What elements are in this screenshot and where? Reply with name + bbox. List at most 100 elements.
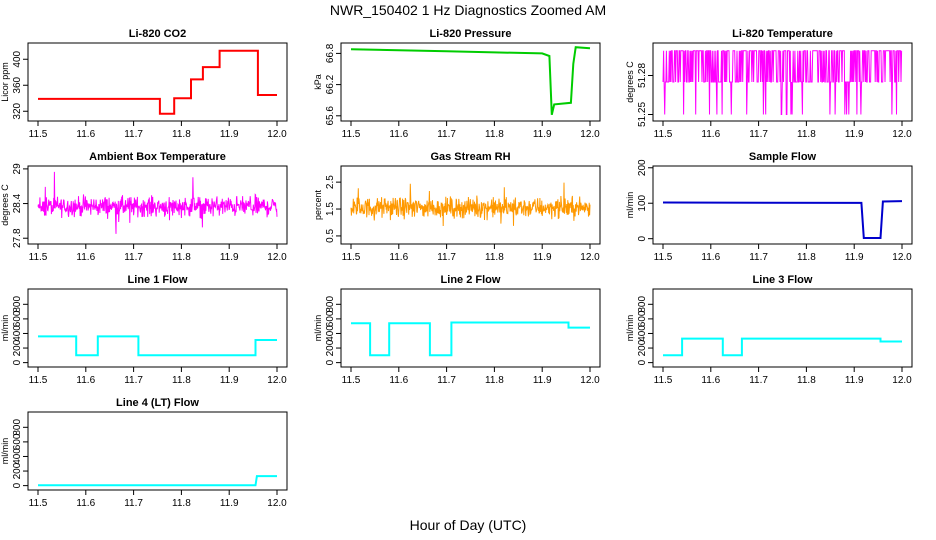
y-tick-label: 2.5: [325, 175, 336, 189]
y-tick-label: 400: [12, 325, 23, 342]
x-tick-label: 12.0: [580, 252, 600, 263]
x-tick-label: 11.7: [437, 129, 456, 140]
plot-frame: [652, 165, 913, 245]
x-tick-label: 11.8: [172, 129, 191, 140]
y-tick-label: 0: [325, 359, 336, 365]
x-tick-label: 11.5: [29, 252, 48, 263]
y-axis-label: ml/min: [625, 192, 635, 219]
x-tick-label: 11.6: [389, 252, 408, 263]
x-tick-label: 11.9: [845, 129, 864, 140]
x-tick-label: 11.5: [29, 498, 48, 509]
plot-frame: [27, 165, 288, 245]
y-tick-label: 0: [12, 359, 23, 365]
y-axis-label: ml/min: [0, 315, 10, 342]
series-line: [662, 200, 903, 239]
x-tick-label: 11.7: [437, 375, 456, 386]
panel-title: Sample Flow: [749, 151, 817, 163]
series-line: [350, 182, 591, 227]
series-line: [38, 49, 277, 115]
x-tick-label: 11.8: [172, 498, 191, 509]
plot-frame: [652, 288, 913, 368]
x-tick-label: 11.7: [749, 375, 768, 386]
y-axis-label: kPa: [313, 74, 323, 90]
panel-7: Line 1 Flow 11.5 11.6 11.7 11.8 11.9 12.0 0 2004…: [0, 274, 288, 386]
x-tick-label: 11.9: [533, 375, 552, 386]
panel-title: Li-820 Pressure: [430, 28, 512, 40]
y-tick-label: 200: [12, 462, 23, 479]
x-tick-label: 12.0: [892, 375, 912, 386]
plot-frame: [340, 42, 601, 122]
y-axis-label: ml/min: [313, 315, 323, 342]
plot-frame: [340, 288, 601, 368]
x-tick-label: 12.0: [267, 129, 287, 140]
y-tick-label: 200: [637, 339, 648, 356]
series-line: [38, 475, 277, 487]
x-tick-label: 11.7: [124, 129, 143, 140]
y-axis-label: degrees C: [0, 184, 10, 226]
plot-frame: [27, 288, 288, 368]
x-tick-label: 11.9: [220, 129, 239, 140]
x-tick-label: 11.7: [749, 129, 768, 140]
y-axis-label: Licor ppm: [0, 62, 10, 102]
y-tick-label: 600: [325, 310, 336, 327]
x-tick-label: 11.9: [220, 498, 239, 509]
panel-title: Gas Stream RH: [430, 151, 510, 163]
y-axis-label: percent: [313, 189, 323, 220]
panel-1: Li-820 CO2 11.5 11.6 11.7 11.8 11.9 12.0 320 360…: [0, 28, 288, 140]
x-tick-label: 11.6: [389, 129, 408, 140]
series-line: [38, 335, 277, 357]
x-tick-label: 11.8: [797, 252, 816, 263]
series-line: [37, 171, 278, 234]
panel-2: Li-820 Pressure 11.5 11.6 11.7 11.8 11.9 12.0 6…: [313, 28, 601, 140]
x-tick-label: 11.8: [797, 129, 816, 140]
series-line: [351, 321, 590, 357]
y-axis-label: degrees C: [625, 61, 635, 103]
x-tick-label: 11.6: [389, 375, 408, 386]
y-tick-label: 600: [12, 310, 23, 327]
x-tick-label: 11.5: [654, 375, 673, 386]
x-tick-label: 11.9: [533, 252, 552, 263]
series-line: [663, 337, 902, 357]
x-tick-label: 11.8: [485, 252, 504, 263]
panel-10: Line 4 (LT) Flow 11.5 11.6 11.7 11.8 11.9 12.0…: [0, 397, 288, 509]
y-tick-label: 51.25: [637, 102, 648, 127]
panel-title: Line 3 Flow: [753, 274, 813, 286]
x-tick-label: 12.0: [267, 375, 287, 386]
x-axis-label: Hour of Day (UTC): [409, 517, 527, 533]
x-tick-label: 11.5: [654, 252, 673, 263]
x-tick-label: 11.5: [342, 129, 361, 140]
y-tick-label: 65.6: [325, 106, 336, 126]
x-tick-label: 11.7: [749, 252, 768, 263]
plot-frame: [27, 42, 288, 122]
y-tick-label: 800: [12, 296, 23, 313]
x-tick-label: 11.7: [124, 252, 143, 263]
x-tick-label: 11.5: [342, 252, 361, 263]
x-tick-label: 12.0: [267, 252, 287, 263]
y-tick-label: 320: [12, 102, 23, 119]
panel-4: Ambient Box Temperature 11.5 11.6 11.7 11.8 1…: [0, 151, 288, 263]
x-tick-label: 11.6: [76, 498, 95, 509]
x-tick-label: 11.9: [845, 375, 864, 386]
x-tick-label: 12.0: [580, 129, 600, 140]
x-tick-label: 11.5: [654, 129, 673, 140]
y-tick-label: 600: [637, 310, 648, 327]
series-line: [350, 46, 591, 116]
plot-frame: [652, 42, 913, 122]
panel-8: Line 2 Flow 11.5 11.6 11.7 11.8 11.9 12.0 0 2004…: [313, 274, 601, 386]
x-tick-label: 11.8: [485, 375, 504, 386]
y-axis-label: ml/min: [625, 315, 635, 342]
y-tick-label: 0: [637, 359, 648, 365]
x-tick-label: 11.6: [701, 129, 720, 140]
x-tick-label: 11.9: [220, 375, 239, 386]
x-tick-label: 11.6: [76, 129, 95, 140]
y-tick-label: 200: [325, 339, 336, 356]
x-tick-label: 11.6: [76, 375, 95, 386]
y-tick-label: 200: [12, 339, 23, 356]
panel-title: Li-820 Temperature: [732, 28, 833, 40]
y-tick-label: 0.5: [325, 229, 336, 243]
y-tick-label: 400: [12, 50, 23, 67]
x-tick-label: 12.0: [892, 252, 912, 263]
y-tick-label: 800: [12, 419, 23, 436]
y-tick-label: 0: [637, 235, 648, 241]
